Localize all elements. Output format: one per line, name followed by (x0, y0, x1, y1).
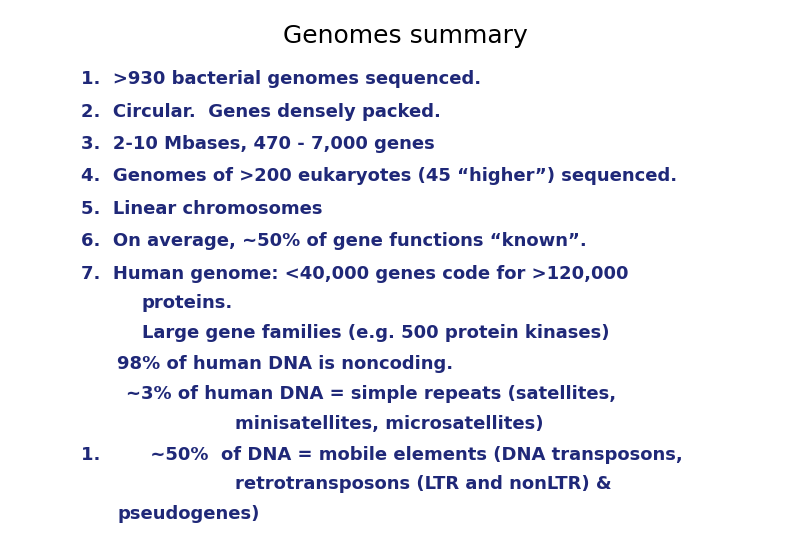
Text: 5.  Linear chromosomes: 5. Linear chromosomes (81, 200, 322, 218)
Text: Large gene families (e.g. 500 protein kinases): Large gene families (e.g. 500 protein ki… (142, 324, 609, 342)
Text: 1.        ~50%  of DNA = mobile elements (DNA transposons,: 1. ~50% of DNA = mobile elements (DNA tr… (81, 446, 683, 463)
Text: 2.  Circular.  Genes densely packed.: 2. Circular. Genes densely packed. (81, 103, 441, 120)
Text: proteins.: proteins. (142, 294, 233, 312)
Text: pseudogenes): pseudogenes) (117, 505, 260, 523)
Text: 7.  Human genome: <40,000 genes code for >120,000: 7. Human genome: <40,000 genes code for … (81, 265, 629, 282)
Text: Genomes summary: Genomes summary (283, 24, 527, 48)
Text: 6.  On average, ~50% of gene functions “known”.: 6. On average, ~50% of gene functions “k… (81, 232, 586, 250)
Text: 1.  >930 bacterial genomes sequenced.: 1. >930 bacterial genomes sequenced. (81, 70, 481, 88)
Text: minisatellites, microsatellites): minisatellites, microsatellites) (235, 415, 544, 433)
Text: 98% of human DNA is noncoding.: 98% of human DNA is noncoding. (117, 355, 454, 373)
Text: 3.  2-10 Mbases, 470 - 7,000 genes: 3. 2-10 Mbases, 470 - 7,000 genes (81, 135, 435, 153)
Text: retrotransposons (LTR and nonLTR) &: retrotransposons (LTR and nonLTR) & (235, 475, 612, 493)
Text: 4.  Genomes of >200 eukaryotes (45 “higher”) sequenced.: 4. Genomes of >200 eukaryotes (45 “highe… (81, 167, 677, 185)
Text: ~3% of human DNA = simple repeats (satellites,: ~3% of human DNA = simple repeats (satel… (126, 385, 616, 403)
